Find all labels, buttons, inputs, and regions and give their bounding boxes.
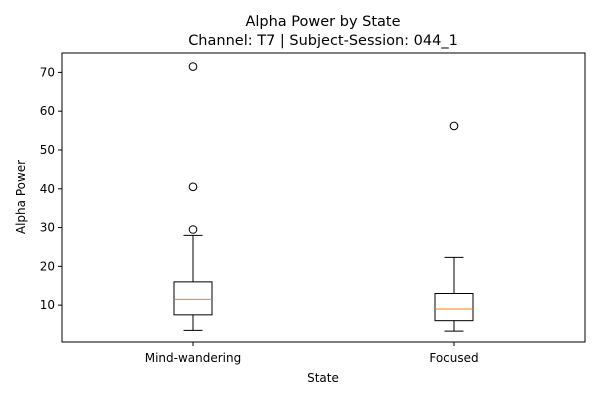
plot-area: 10 20 30 40 50 60 70 Mind-wandering Focused bbox=[40, 62, 479, 365]
chart-title-line-2: Channel: T7 | Subject-Session: 044_1 bbox=[188, 33, 458, 49]
y-tick-label: 60 bbox=[40, 104, 55, 118]
outlier-point bbox=[188, 62, 198, 71]
y-tick-label: 30 bbox=[40, 221, 55, 235]
outlier-point bbox=[188, 225, 198, 234]
y-tick-label: 10 bbox=[40, 298, 55, 312]
outlier-point bbox=[188, 182, 198, 192]
y-tick-label: 50 bbox=[40, 143, 55, 157]
x-axis-label: State bbox=[307, 371, 339, 385]
outlier-point bbox=[449, 121, 459, 131]
y-tick-label: 40 bbox=[40, 182, 55, 196]
chart-title-line-1: Alpha Power by State bbox=[245, 14, 400, 30]
x-tick-label: Focused bbox=[429, 351, 478, 365]
iqr-box bbox=[173, 281, 213, 316]
iqr-box bbox=[434, 293, 474, 322]
x-tick-label: Mind-wandering bbox=[145, 351, 242, 365]
y-axis-label: Alpha Power bbox=[14, 160, 28, 234]
y-tick-label: 70 bbox=[40, 65, 55, 79]
plot-frame bbox=[61, 52, 586, 343]
y-tick-label: 20 bbox=[40, 259, 55, 273]
